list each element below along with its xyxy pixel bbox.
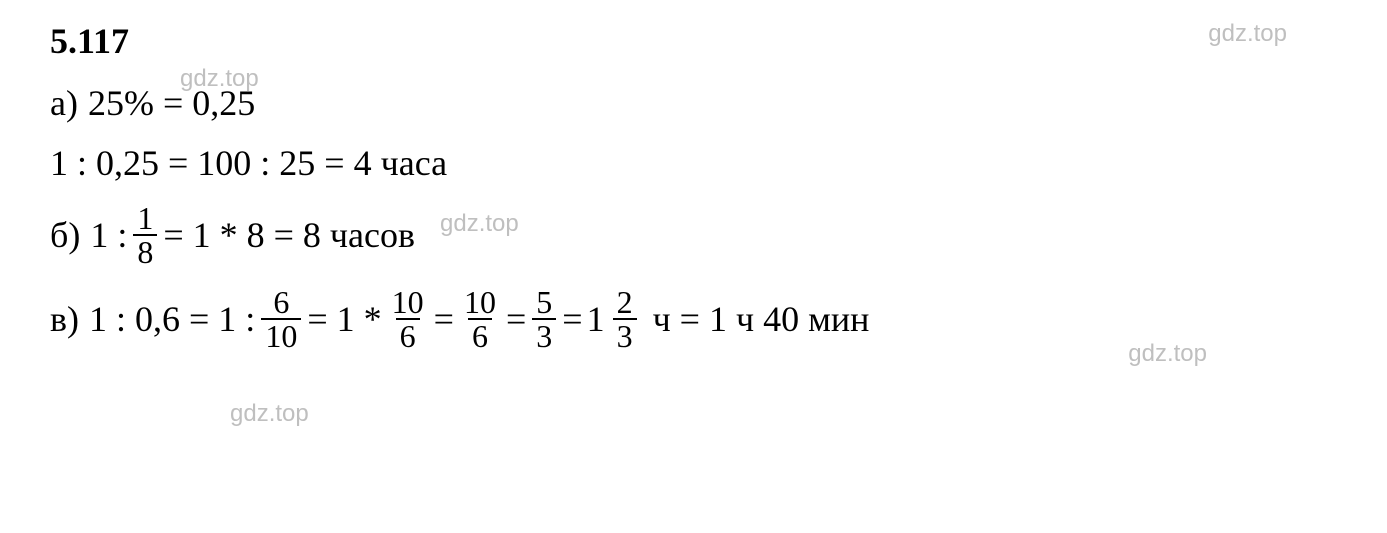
equals: =: [562, 298, 582, 340]
mixed-number: 1 2 3: [587, 286, 643, 352]
line-b: б) 1 : 1 8 = 1 * 8 = 8 часов: [50, 202, 1337, 268]
fraction-num: 10: [388, 286, 428, 318]
fraction-10-6b: 10 6: [460, 286, 500, 352]
part-label-a: а): [50, 82, 78, 124]
fraction-6-10: 6 10: [261, 286, 301, 352]
fraction-den: 8: [133, 234, 157, 268]
mixed-whole: 1: [587, 298, 605, 340]
fraction-num: 2: [613, 286, 637, 318]
fraction-5-3: 5 3: [532, 286, 556, 352]
line-a2: 1 : 0,25 = 100 : 25 = 4 часа: [50, 142, 1337, 184]
line-c-part2: = 1 *: [307, 298, 381, 340]
fraction-10-6a: 10 6: [388, 286, 428, 352]
line-c-prefix: 1 : 0,6 = 1 :: [89, 298, 255, 340]
part-label-b: б): [50, 214, 80, 256]
fraction-den: 10: [261, 318, 301, 352]
line-b-prefix: 1 :: [90, 214, 127, 256]
fraction-den: 3: [532, 318, 556, 352]
line-a: а) 25% = 0,25: [50, 82, 1337, 124]
watermark: gdz.top: [230, 400, 309, 428]
fraction-2-3: 2 3: [613, 286, 637, 352]
fraction-1-8: 1 8: [133, 202, 157, 268]
fraction-den: 6: [396, 318, 420, 352]
part-label-c: в): [50, 298, 79, 340]
fraction-num: 10: [460, 286, 500, 318]
line-c-suffix: ч = 1 ч 40 мин: [653, 298, 870, 340]
line-c: в) 1 : 0,6 = 1 : 6 10 = 1 * 10 6 = 10 6 …: [50, 286, 1337, 352]
line-a-text: 25% = 0,25: [88, 82, 255, 124]
equals: =: [506, 298, 526, 340]
fraction-den: 6: [468, 318, 492, 352]
line-a2-text: 1 : 0,25 = 100 : 25 = 4 часа: [50, 142, 447, 184]
fraction-num: 5: [532, 286, 556, 318]
fraction-num: 1: [133, 202, 157, 234]
problem-number: 5.117: [50, 20, 1337, 62]
line-b-middle: = 1 * 8 = 8 часов: [163, 214, 415, 256]
equals: =: [434, 298, 454, 340]
fraction-den: 3: [613, 318, 637, 352]
fraction-num: 6: [269, 286, 293, 318]
